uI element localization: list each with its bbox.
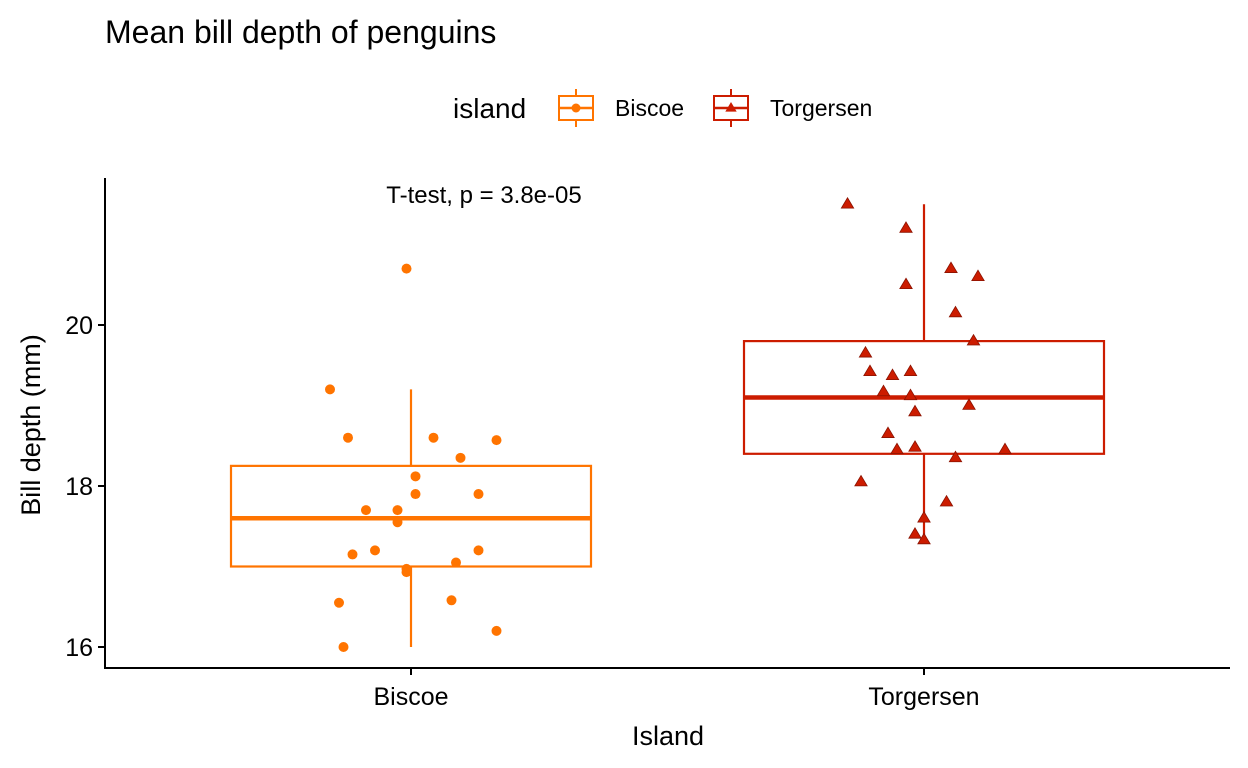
torgersen-data-point: [917, 532, 931, 545]
y-axis-title: Bill depth (mm): [16, 334, 46, 516]
biscoe-data-point: [491, 435, 502, 446]
biscoe-data-point: [361, 505, 371, 516]
torgersen-data-point: [971, 269, 985, 281]
biscoe-data-point: [392, 517, 403, 528]
biscoe-data-point: [338, 642, 349, 652]
biscoe-data-point: [334, 597, 344, 608]
plot-area: 16 18 20 Biscoe Torgersen: [65, 178, 1230, 711]
torgersen-data-point: [854, 474, 868, 487]
biscoe-legend-marker: [571, 103, 581, 113]
x-tick-label: Torgersen: [868, 683, 979, 711]
biscoe-data-point: [473, 489, 484, 500]
biscoe-data-point: [325, 384, 335, 395]
ttest-annotation: T-test, p = 3.8e-05: [386, 182, 581, 209]
y-tick-label: 20: [65, 312, 93, 340]
torgersen-data-point: [903, 388, 918, 401]
torgersen-legend-label: Torgersen: [770, 95, 872, 121]
torgersen-data-point: [840, 196, 855, 209]
torgersen-data-point: [881, 426, 895, 438]
torgersen-data-point: [899, 221, 913, 233]
torgersen-data-point: [944, 261, 958, 273]
torgersen-data-point: [885, 368, 900, 381]
torgersen-data-point: [908, 527, 922, 539]
torgersen-data-point: [903, 364, 918, 376]
biscoe-data-point: [491, 625, 502, 636]
biscoe-data-point: [343, 432, 353, 443]
torgersen-data-point: [917, 510, 931, 523]
y-tick-label: 18: [65, 473, 93, 501]
torgersen-data-point: [863, 364, 877, 376]
legend: island Biscoe Torgersen: [453, 89, 872, 127]
torgersen-legend-marker: [725, 102, 737, 112]
x-tick-label: Biscoe: [373, 683, 448, 711]
torgersen-data-point: [876, 384, 891, 397]
torgersen-data-point: [962, 398, 976, 410]
legend-title: island: [453, 93, 526, 124]
x-axis-title: Island: [632, 721, 704, 751]
torgersen-data-point: [858, 345, 873, 358]
biscoe-data-point: [473, 545, 484, 556]
biscoe-data-point: [446, 595, 457, 606]
torgersen-data-point: [939, 494, 954, 507]
torgersen-data-point: [899, 277, 913, 290]
biscoe-data-point: [410, 489, 421, 500]
torgersen-data-point: [998, 442, 1012, 455]
torgersen-data-point: [908, 440, 922, 452]
biscoe-data-point: [455, 452, 466, 463]
biscoe-data-point: [410, 471, 421, 482]
chart-title: Mean bill depth of penguins: [105, 14, 496, 50]
biscoe-data-point: [347, 549, 358, 560]
biscoe-data-point: [401, 567, 412, 578]
torgersen-data-point: [948, 450, 963, 463]
biscoe-data-point: [451, 557, 461, 568]
biscoe-data-point: [401, 263, 412, 274]
y-tick-label: 16: [65, 634, 93, 662]
torgersen-data-point: [890, 442, 904, 455]
torgersen-data-point: [966, 333, 981, 346]
biscoe-legend-label: Biscoe: [615, 95, 684, 121]
biscoe-data-point: [392, 505, 403, 516]
biscoe-data-point: [370, 545, 380, 556]
torgersen-data-point: [948, 305, 963, 318]
torgersen-data-point: [908, 404, 922, 417]
biscoe-data-point: [428, 432, 439, 443]
